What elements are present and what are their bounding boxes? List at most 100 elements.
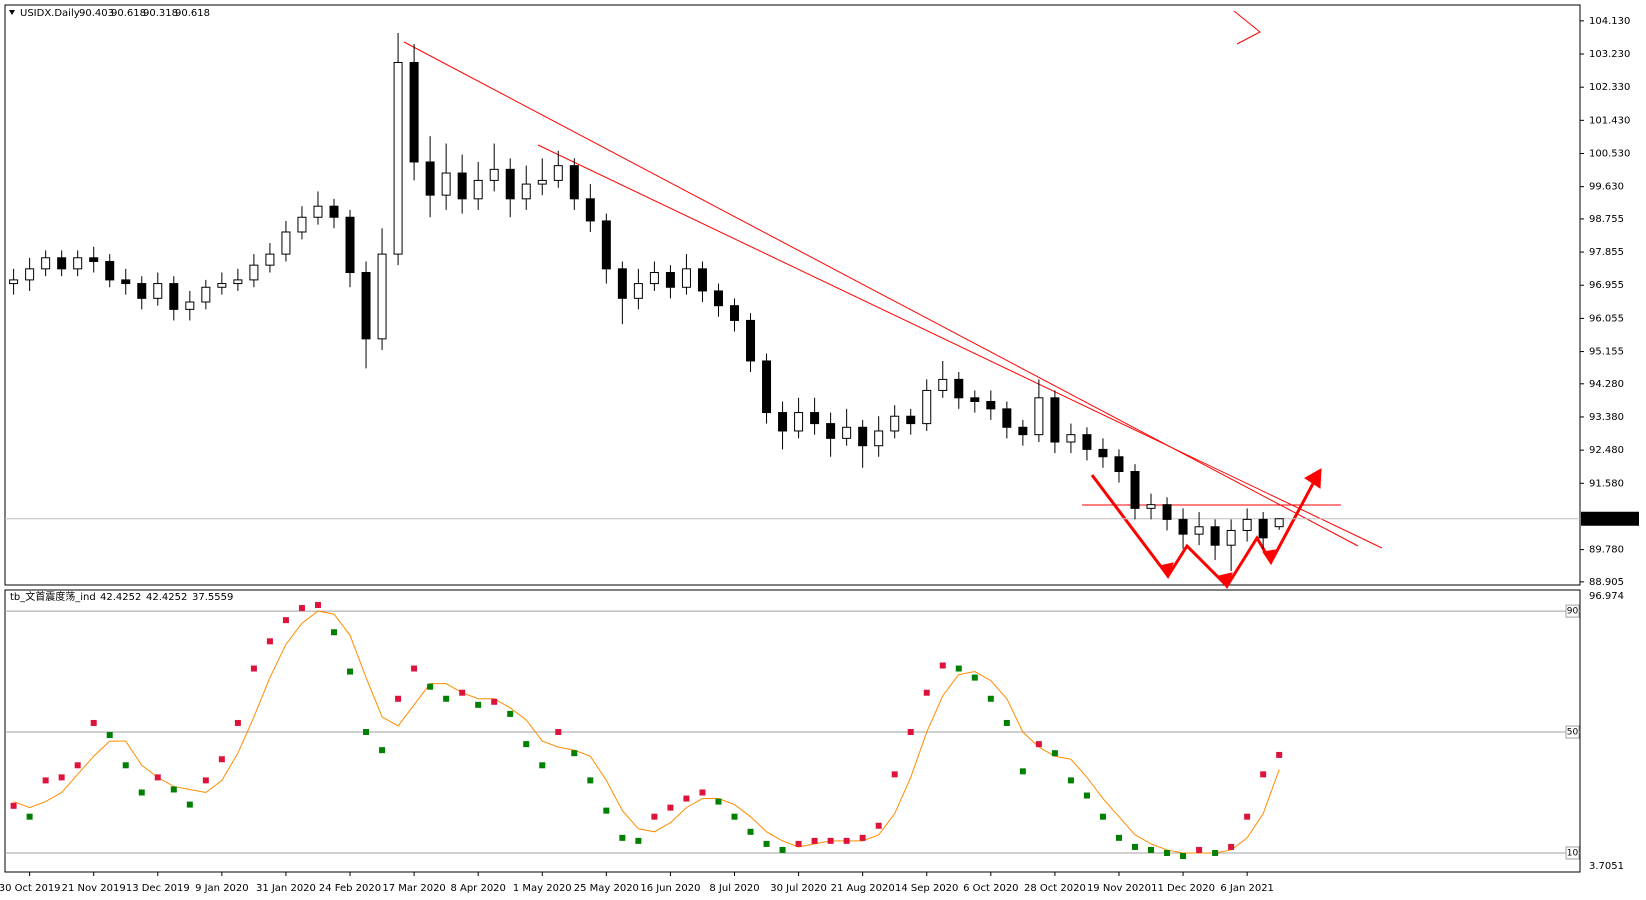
x-tick-label: 28 Oct 2020 — [1024, 883, 1086, 894]
x-tick-label: 6 Oct 2020 — [963, 883, 1018, 894]
oscillator-point — [811, 837, 818, 844]
candle-body — [153, 283, 163, 299]
arrowhead — [1159, 562, 1174, 580]
oscillator-point — [314, 602, 321, 609]
oscillator-point — [523, 741, 530, 748]
x-tick-label: 13 Dec 2019 — [126, 883, 190, 894]
y-tick-label: 99.630 — [1589, 182, 1624, 193]
candle-body — [649, 272, 659, 285]
candle-body — [425, 161, 435, 196]
x-tick-label: 8 Jul 2020 — [709, 883, 759, 894]
arrowhead — [1304, 468, 1322, 489]
oscillator-point — [955, 665, 962, 672]
candle-body — [778, 412, 788, 432]
candle-body — [521, 183, 531, 200]
candle-body — [810, 412, 820, 425]
candle-body — [1146, 504, 1156, 509]
trendline — [403, 41, 1359, 547]
candle-body — [1130, 471, 1140, 509]
candle-body — [1050, 397, 1060, 443]
candle-body — [858, 426, 868, 447]
x-tick-label: 24 Feb 2020 — [319, 883, 381, 894]
oscillator-point — [90, 719, 97, 726]
x-tick-label: 6 Jan 2021 — [1220, 883, 1274, 894]
oscillator-point — [619, 834, 626, 841]
y-tick-label: 96.955 — [1589, 280, 1624, 291]
oscillator-point — [10, 802, 17, 809]
oscillator-point — [715, 798, 722, 805]
y-tick-label: 103.230 — [1589, 49, 1630, 60]
oscillator-point — [138, 789, 145, 796]
candle-body — [25, 268, 35, 281]
level-label: 50 — [1567, 728, 1579, 738]
oscillator-point — [1003, 719, 1010, 726]
oscillator-point — [667, 804, 674, 811]
candle-body — [585, 198, 595, 222]
candle-body — [970, 397, 980, 402]
candle-body — [9, 279, 19, 285]
candle-body — [1098, 448, 1108, 458]
candle-body — [713, 290, 723, 307]
oscillator-point — [234, 719, 241, 726]
annotations — [403, 10, 1383, 590]
last-price-box — [1581, 511, 1639, 526]
oscillator-point — [266, 638, 273, 645]
oscillator-point — [202, 777, 209, 784]
oscillator-point — [1260, 771, 1267, 778]
y-tick-label: 100.530 — [1589, 149, 1630, 160]
oscillator-point — [74, 762, 81, 769]
y-tick-label: 96.055 — [1589, 313, 1624, 324]
candle-body — [730, 305, 739, 321]
candle-body — [697, 268, 707, 292]
oscillator-point — [106, 732, 113, 739]
last-price-label: 90.618 — [1589, 514, 1624, 525]
oscillator-point — [475, 701, 482, 708]
x-tick-label: 17 Mar 2020 — [382, 883, 445, 894]
candle-body — [265, 253, 275, 266]
candle-body — [1242, 518, 1252, 531]
candle-body — [842, 426, 852, 439]
candle-body — [441, 172, 451, 196]
candle-body — [1066, 434, 1076, 443]
x-tick-label: 30 Oct 2019 — [0, 883, 61, 894]
menu-arrow[interactable] — [9, 10, 15, 15]
candle-body — [938, 378, 948, 391]
oscillator-point — [1132, 843, 1138, 850]
oscillator-point — [347, 668, 354, 675]
candle-body — [1274, 518, 1284, 528]
candle-body — [201, 286, 211, 303]
y-tick-label: 93.380 — [1589, 412, 1624, 423]
oscillator-point — [795, 840, 802, 847]
chart-title: USIDX.Daily — [20, 8, 80, 19]
oscillator-point — [731, 813, 738, 820]
candle-body — [1034, 397, 1044, 436]
oscillator-point — [555, 729, 562, 736]
signal-line — [13, 610, 1280, 854]
x-tick-label: 14 Sep 2020 — [895, 883, 958, 894]
candle-body — [1114, 456, 1124, 473]
candle-body — [1082, 434, 1092, 450]
oscillator-point — [1067, 777, 1074, 784]
readout-open: 90.403 — [79, 8, 114, 19]
candle-body — [281, 231, 291, 255]
candle-body — [537, 179, 547, 185]
x-tick-label: 8 Apr 2020 — [450, 883, 505, 894]
candle-body — [633, 283, 643, 299]
oscillator-point — [1276, 751, 1283, 758]
oscillator-point — [939, 662, 946, 669]
oscillator-point — [170, 786, 177, 793]
candle-body — [329, 205, 339, 218]
candle-body — [361, 272, 371, 340]
oscillator-point — [507, 710, 514, 717]
oscillator-point — [1051, 750, 1058, 757]
x-tick-label: 30 Jul 2020 — [770, 883, 827, 894]
readout-high: 90.618 — [111, 8, 146, 19]
candle-body — [41, 257, 51, 270]
indicator-readout: 37.5559 — [192, 592, 233, 603]
candle-body — [409, 61, 419, 163]
oscillator-point — [571, 750, 578, 757]
y-tick-label: 94.280 — [1589, 379, 1624, 390]
oscillator-point — [491, 698, 498, 705]
